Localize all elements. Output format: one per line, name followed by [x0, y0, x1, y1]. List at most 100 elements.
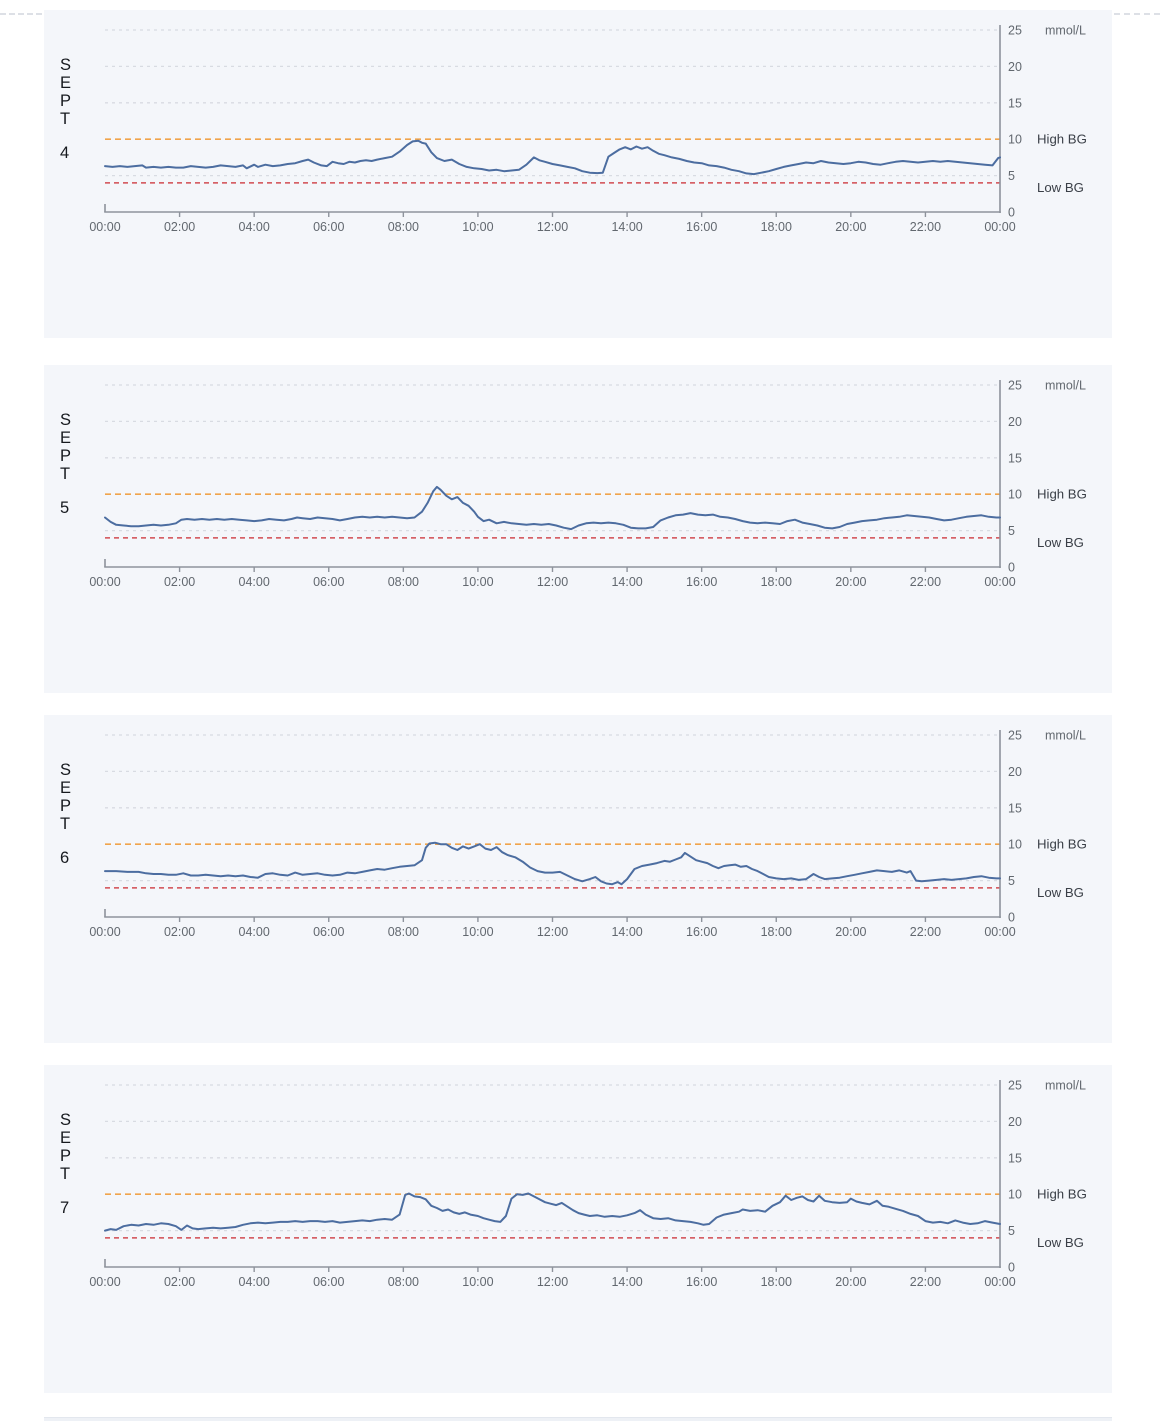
y-tick-label: 5 — [1008, 1224, 1015, 1238]
unit-label: mmol/L — [1045, 1079, 1086, 1093]
x-tick-label: 14:00 — [611, 925, 642, 939]
y-tick-label: 5 — [1008, 874, 1015, 888]
date-month-letter: E — [60, 74, 72, 92]
glucose-day-chart: 0 5 10 15 20 25 mmol/L High BG Low BG 00:00 02:00 0… — [89, 379, 1087, 590]
x-tick-label: 10:00 — [462, 220, 493, 234]
glucose-trace — [104, 485, 1001, 531]
date-day: 5 — [60, 499, 70, 517]
high-bg-label: High BG — [1037, 837, 1087, 852]
x-tick-label: 08:00 — [388, 575, 419, 589]
y-tick-label: 0 — [1008, 911, 1015, 925]
y-tick-label: 25 — [1008, 379, 1022, 393]
day-chart-panel: S E P T 6 0 5 10 15 20 25 mmol/L High BG Low BG 00:00 0… — [44, 715, 1112, 1043]
x-tick-label: 00:00 — [984, 925, 1015, 939]
x-tick-label: 02:00 — [164, 925, 195, 939]
x-tick-label: 14:00 — [611, 1275, 642, 1289]
x-tick-label: 20:00 — [835, 220, 866, 234]
y-tick-label: 25 — [1008, 24, 1022, 38]
date-month-letter: T — [60, 1165, 71, 1183]
glucose-trace — [104, 139, 1001, 176]
high-bg-label: High BG — [1037, 487, 1087, 502]
date-month-letter: S — [60, 411, 72, 429]
x-tick-label: 04:00 — [239, 220, 270, 234]
x-tick-label: 08:00 — [388, 220, 419, 234]
x-tick-label: 22:00 — [910, 925, 941, 939]
x-tick-label: 12:00 — [537, 575, 568, 589]
x-tick-label: 00:00 — [89, 1275, 120, 1289]
x-tick-label: 22:00 — [910, 1275, 941, 1289]
low-bg-label: Low BG — [1037, 885, 1084, 900]
date-month-letter: T — [60, 110, 71, 128]
date-month-letter: S — [60, 1111, 72, 1129]
day-chart-panel: S E P T 7 0 5 10 15 20 25 mmol/L High BG Low BG 00:00 0… — [44, 1065, 1112, 1393]
date-month-letter: S — [60, 56, 72, 74]
date-day: 6 — [60, 849, 70, 867]
y-tick-label: 5 — [1008, 524, 1015, 538]
x-tick-label: 02:00 — [164, 575, 195, 589]
x-tick-label: 16:00 — [686, 220, 717, 234]
x-tick-label: 06:00 — [313, 925, 344, 939]
date-month-letter: P — [60, 797, 72, 815]
y-tick-label: 5 — [1008, 169, 1015, 183]
x-tick-label: 16:00 — [686, 575, 717, 589]
x-tick-label: 16:00 — [686, 925, 717, 939]
x-tick-label: 00:00 — [89, 575, 120, 589]
date-month-letter: E — [60, 779, 72, 797]
day-chart-panel: S E P T 5 0 5 10 15 20 25 mmol/L High BG Low BG 00:00 0… — [44, 365, 1112, 693]
x-tick-label: 00:00 — [984, 220, 1015, 234]
y-tick-label: 10 — [1008, 488, 1022, 502]
x-tick-label: 02:00 — [164, 220, 195, 234]
y-tick-label: 10 — [1008, 1188, 1022, 1202]
x-tick-label: 20:00 — [835, 925, 866, 939]
x-tick-label: 10:00 — [462, 925, 493, 939]
x-tick-label: 00:00 — [89, 925, 120, 939]
x-tick-label: 18:00 — [761, 220, 792, 234]
y-tick-label: 20 — [1008, 765, 1022, 779]
x-tick-label: 10:00 — [462, 575, 493, 589]
unit-label: mmol/L — [1045, 729, 1086, 743]
x-tick-label: 12:00 — [537, 1275, 568, 1289]
y-tick-label: 0 — [1008, 206, 1015, 220]
date-month-letter: P — [60, 447, 72, 465]
x-tick-label: 20:00 — [835, 575, 866, 589]
date-day: 4 — [60, 144, 70, 162]
x-tick-label: 00:00 — [984, 1275, 1015, 1289]
x-tick-label: 18:00 — [761, 575, 792, 589]
x-tick-label: 00:00 — [984, 575, 1015, 589]
y-tick-label: 10 — [1008, 133, 1022, 147]
x-tick-label: 14:00 — [611, 575, 642, 589]
x-tick-label: 12:00 — [537, 925, 568, 939]
next-panel-sliver — [44, 1417, 1112, 1421]
y-tick-label: 25 — [1008, 1079, 1022, 1093]
day-chart-panel: S E P T 4 0 5 10 15 20 25 mmol/L High BG Low BG 00:00 0… — [44, 10, 1112, 338]
y-tick-label: 25 — [1008, 729, 1022, 743]
unit-label: mmol/L — [1045, 379, 1086, 393]
x-tick-label: 20:00 — [835, 1275, 866, 1289]
y-tick-label: 15 — [1008, 96, 1022, 110]
cutoff-gridline-right — [1114, 13, 1160, 15]
unit-label: mmol/L — [1045, 24, 1086, 38]
y-tick-label: 0 — [1008, 561, 1015, 575]
x-tick-label: 14:00 — [611, 220, 642, 234]
y-tick-label: 15 — [1008, 801, 1022, 815]
glucose-trace — [104, 841, 1001, 886]
x-tick-label: 00:00 — [89, 220, 120, 234]
low-bg-label: Low BG — [1037, 1235, 1084, 1250]
date-day: 7 — [60, 1199, 70, 1217]
x-tick-label: 16:00 — [686, 1275, 717, 1289]
x-tick-label: 10:00 — [462, 1275, 493, 1289]
x-tick-label: 08:00 — [388, 925, 419, 939]
x-tick-label: 06:00 — [313, 575, 344, 589]
high-bg-label: High BG — [1037, 132, 1087, 147]
x-tick-label: 18:00 — [761, 925, 792, 939]
high-bg-label: High BG — [1037, 1187, 1087, 1202]
glucose-day-chart: 0 5 10 15 20 25 mmol/L High BG Low BG 00:00 02:00 0… — [89, 729, 1087, 940]
x-tick-label: 18:00 — [761, 1275, 792, 1289]
glucose-day-chart: 0 5 10 15 20 25 mmol/L High BG Low BG 00:00 02:00 0… — [89, 24, 1087, 235]
